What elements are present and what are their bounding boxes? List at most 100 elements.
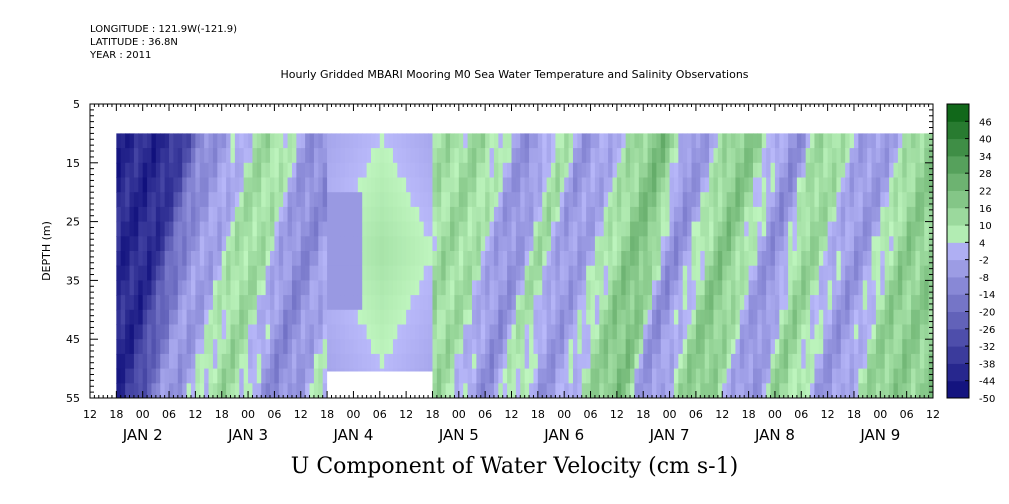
heatmap-cell (590, 309, 596, 326)
heatmap-cell (832, 162, 838, 179)
heatmap-cell (568, 324, 574, 340)
heatmap-cell (340, 236, 346, 252)
heatmap-cell (151, 368, 157, 384)
heatmap-cell (327, 236, 333, 252)
heatmap-cell (252, 221, 258, 237)
heatmap-cell (533, 295, 539, 311)
heatmap-cell (305, 383, 311, 398)
heatmap-cell (463, 206, 469, 223)
heatmap-cell (529, 383, 535, 398)
heatmap-cell (897, 339, 903, 355)
heatmap-cell (217, 251, 223, 267)
heatmap-cell (744, 251, 750, 267)
heatmap-cell (893, 192, 899, 208)
heatmap-cell (327, 133, 333, 149)
heatmap-cell (138, 383, 144, 398)
heatmap-cell (182, 236, 188, 252)
heatmap-cell (928, 368, 933, 384)
heatmap-cell (256, 280, 262, 296)
heatmap-cell (551, 295, 557, 311)
heatmap-cell (586, 295, 592, 311)
heatmap-cell (133, 309, 139, 326)
heatmap-cell (594, 133, 600, 149)
heatmap-cell (911, 324, 917, 340)
heatmap-cell (542, 265, 548, 281)
heatmap-cell (867, 353, 873, 370)
heatmap-cell (476, 206, 482, 223)
heatmap-cell (757, 324, 763, 340)
heatmap-cell (371, 206, 376, 223)
heatmap-cell (379, 265, 385, 281)
heatmap-cell (919, 339, 925, 355)
heatmap-cell (432, 206, 438, 223)
heatmap-cell (709, 177, 715, 193)
heatmap-cell (340, 177, 346, 193)
heatmap-cell (300, 133, 306, 149)
heatmap-cell (142, 339, 148, 355)
heatmap-cell (919, 295, 925, 311)
heatmap-cell (744, 265, 750, 281)
heatmap-cell (533, 192, 539, 208)
heatmap-cell (450, 148, 456, 164)
heatmap-cell (476, 221, 482, 237)
heatmap-cell (331, 236, 337, 252)
heatmap-cell (731, 148, 737, 164)
heatmap-cell (608, 324, 614, 340)
heatmap-cell (248, 265, 254, 281)
heatmap-cell (511, 148, 517, 164)
heatmap-cell (638, 236, 644, 252)
heatmap-cell (507, 265, 513, 281)
heatmap-cell (748, 206, 754, 223)
heatmap-cell (120, 383, 126, 398)
heatmap-cell (801, 162, 807, 179)
heatmap-cell (230, 353, 236, 370)
heatmap-cell (678, 162, 684, 179)
heatmap-cell (226, 339, 232, 355)
heatmap-cell (928, 251, 933, 267)
heatmap-cell (805, 309, 811, 326)
heatmap-cell (924, 383, 930, 398)
heatmap-cell (814, 251, 820, 267)
heatmap-cell (485, 309, 491, 326)
heatmap-cell (625, 177, 631, 193)
heatmap-cell (572, 236, 578, 252)
heatmap-cell (305, 280, 311, 296)
heatmap-cell (840, 368, 846, 384)
heatmap-cell (915, 368, 921, 384)
heatmap-cell (568, 251, 574, 267)
heatmap-cell (897, 251, 903, 267)
heatmap-cell (673, 280, 679, 296)
heatmap-cell (480, 162, 486, 179)
heatmap-field (116, 133, 933, 398)
heatmap-cell (818, 148, 824, 164)
heatmap-cell (256, 162, 262, 179)
heatmap-cell (656, 324, 662, 340)
heatmap-cell (928, 295, 933, 311)
heatmap-cell (252, 383, 258, 398)
heatmap-cell (493, 383, 499, 398)
heatmap-cell (889, 251, 895, 267)
heatmap-cell (739, 295, 745, 311)
heatmap-cell (818, 177, 824, 193)
heatmap-cell (840, 295, 846, 311)
heatmap-cell (195, 339, 201, 355)
heatmap-cell (375, 133, 381, 149)
heatmap-cell (919, 206, 925, 223)
heatmap-cell (884, 324, 890, 340)
heatmap-cell (252, 265, 258, 281)
heatmap-cell (278, 133, 284, 149)
heatmap-cell (441, 162, 447, 179)
heatmap-cell (454, 339, 460, 355)
heatmap-cell (335, 280, 341, 296)
heatmap-cell (164, 295, 170, 311)
heatmap-cell (151, 251, 157, 267)
heatmap-cell (752, 339, 758, 355)
heatmap-cell (752, 206, 758, 223)
heatmap-cell (515, 133, 521, 149)
heatmap-cell (924, 206, 930, 223)
heatmap-cell (177, 251, 183, 267)
heatmap-cell (603, 206, 609, 223)
heatmap-cell (406, 280, 412, 296)
heatmap-cell (634, 295, 640, 311)
heatmap-cell (129, 383, 135, 398)
